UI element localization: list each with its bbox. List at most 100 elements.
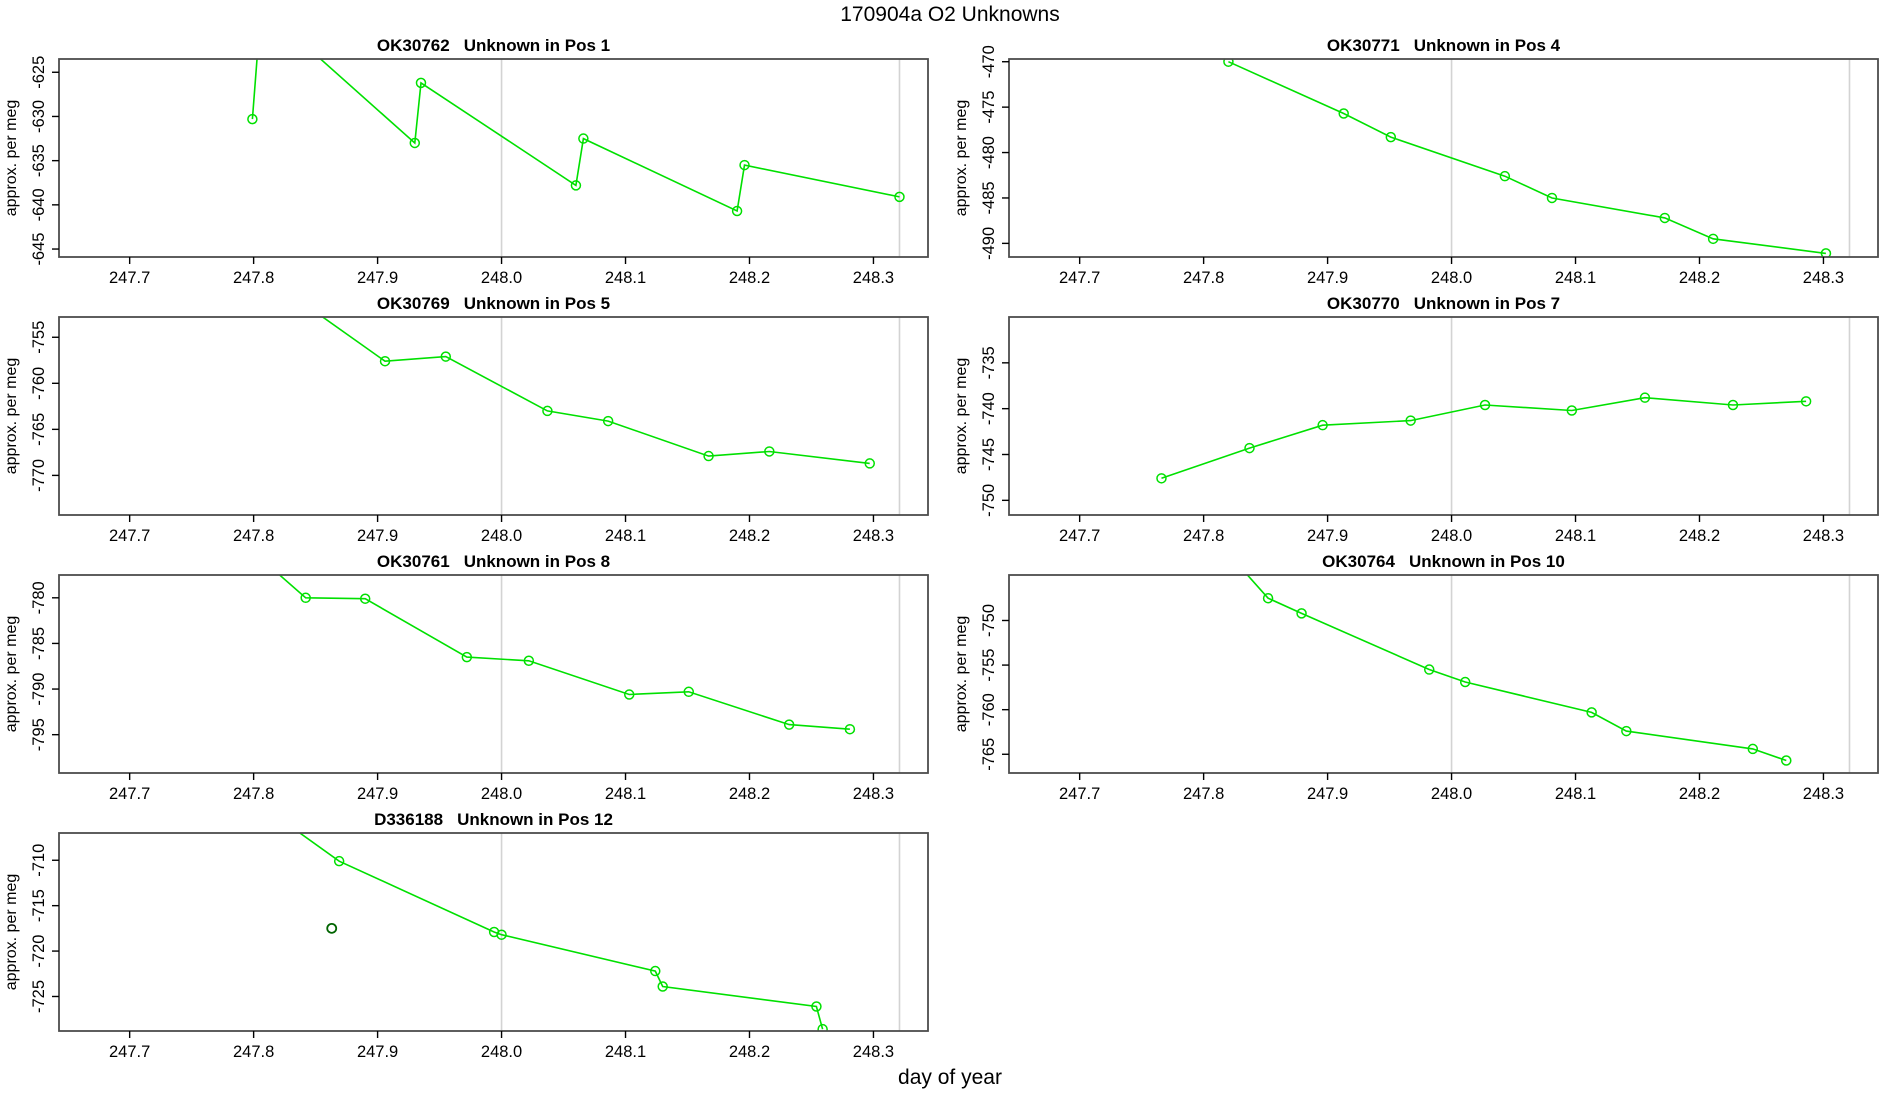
y-tick-label: -755 xyxy=(980,649,998,682)
plot-canvas-OK30761: 247.7 247.8 247.9 248.0 248.1 248.2 248.3 -795 -… xyxy=(3,552,929,803)
x-tick-label: 248.3 xyxy=(853,1043,894,1061)
x-tick-label: 247.9 xyxy=(1307,269,1348,287)
x-tick-label: 248.1 xyxy=(605,1043,646,1061)
data-point xyxy=(1317,419,1328,431)
y-tick-label: -725 xyxy=(30,980,48,1013)
plot-title: OK30762 Unknown in Pos 1 xyxy=(377,36,610,55)
x-tick-label: 248.3 xyxy=(853,785,894,803)
x-tick-label: 247.7 xyxy=(109,1043,150,1061)
data-point xyxy=(1224,549,1233,558)
y-tick-label: -630 xyxy=(30,100,48,133)
x-tick-label: 248.1 xyxy=(1555,527,1596,545)
data-point xyxy=(461,651,473,663)
x-tick-label: 247.8 xyxy=(1183,527,1224,545)
plot-title-desc: Unknown in Pos 4 xyxy=(1414,36,1561,55)
x-tick-label: 248.0 xyxy=(1431,269,1472,287)
panel-border xyxy=(1008,58,1879,258)
plot-canvas-OK30770: 247.7 247.8 247.9 248.0 248.1 248.2 248.3 -750 -… xyxy=(953,294,1879,545)
x-tick-label: 248.3 xyxy=(1803,527,1844,545)
x-tick-label: 248.3 xyxy=(853,269,894,287)
data-point xyxy=(1244,442,1255,454)
plot-canvas-OK30769: 247.7 247.8 247.9 248.0 248.1 248.2 248.3 -770 -… xyxy=(3,294,929,545)
x-tick-label: 247.9 xyxy=(1307,785,1348,803)
y-tick-label: -480 xyxy=(980,136,998,169)
y-tick-label: -765 xyxy=(980,738,998,771)
series-group xyxy=(1223,59,1832,257)
y-tick-label: -635 xyxy=(30,144,48,177)
x-tick-label: 247.8 xyxy=(233,1043,274,1061)
y-tick-label: -785 xyxy=(30,627,48,660)
subplot-OK30761: 247.7 247.8 247.9 248.0 248.1 248.2 248.3 -795 -… xyxy=(0,546,950,809)
data-point xyxy=(570,180,582,191)
data-point xyxy=(703,450,714,462)
series-line xyxy=(1246,575,1787,762)
outlier-point xyxy=(326,922,338,934)
y-tick-label: -490 xyxy=(980,227,998,260)
data-point xyxy=(683,686,694,698)
x-tick-label: 247.9 xyxy=(357,269,398,287)
panel-border xyxy=(58,316,929,516)
data-point xyxy=(1296,608,1307,619)
series-line xyxy=(321,317,870,465)
y-tick-label: -740 xyxy=(980,392,998,425)
x-tick-label: 248.0 xyxy=(481,269,522,287)
series-group xyxy=(321,317,875,469)
x-tick-label: 248.1 xyxy=(605,785,646,803)
data-point xyxy=(247,113,258,125)
x-tick-label: 247.7 xyxy=(109,269,150,287)
series-group xyxy=(1224,549,1792,766)
series-group xyxy=(1156,392,1812,484)
plot-canvas-OK30764: 247.7 247.8 247.9 248.0 248.1 248.2 248.3 -765 -… xyxy=(953,549,1879,803)
plot-title-id: OK30771 xyxy=(1327,36,1400,55)
x-tick-label: 247.7 xyxy=(1059,527,1100,545)
data-point xyxy=(1479,399,1491,411)
data-point xyxy=(274,813,283,822)
data-point xyxy=(496,929,507,940)
data-point xyxy=(1707,233,1719,245)
x-tick-label: 247.8 xyxy=(233,785,274,803)
y-tick-label: -720 xyxy=(30,935,48,968)
data-point xyxy=(409,137,421,149)
plot-title-desc: Unknown in Pos 10 xyxy=(1409,552,1565,571)
data-point xyxy=(623,689,635,700)
x-tick-label: 248.2 xyxy=(1679,527,1720,545)
data-point xyxy=(1639,392,1651,403)
y-tick-label: -470 xyxy=(980,45,998,78)
data-point xyxy=(1405,415,1416,426)
series-line xyxy=(298,833,824,1030)
x-tick-label: 247.7 xyxy=(109,785,150,803)
x-tick-label: 248.1 xyxy=(605,527,646,545)
x-tick-label: 248.3 xyxy=(1803,269,1844,287)
panel-border xyxy=(58,574,929,774)
y-axis-title: approx. per meg xyxy=(953,358,970,475)
x-tick-label: 248.2 xyxy=(729,1043,770,1061)
data-point xyxy=(1566,405,1578,416)
data-point xyxy=(1546,192,1558,204)
x-tick-label: 248.2 xyxy=(1679,785,1720,803)
data-point xyxy=(657,981,668,992)
data-point xyxy=(359,593,371,604)
data-point xyxy=(1262,592,1274,604)
y-tick-label: -750 xyxy=(980,484,998,517)
x-tick-label: 247.9 xyxy=(357,785,398,803)
series-group xyxy=(274,813,828,1031)
data-point xyxy=(1385,131,1397,143)
plot-canvas-D336188: 247.7 247.8 247.9 248.0 248.1 248.2 248.3 -725 -… xyxy=(3,810,929,1061)
data-point xyxy=(1781,755,1792,766)
panel-border xyxy=(58,832,929,1032)
data-point xyxy=(1621,725,1632,737)
y-tick-label: -640 xyxy=(30,188,48,221)
x-tick-label: 248.1 xyxy=(1555,269,1596,287)
data-point xyxy=(1800,396,1812,407)
data-point xyxy=(1499,170,1511,182)
series-group xyxy=(278,575,856,735)
x-tick-label: 247.9 xyxy=(357,527,398,545)
x-tick-label: 247.8 xyxy=(233,269,274,287)
x-tick-label: 248.0 xyxy=(1431,527,1472,545)
x-tick-label: 247.7 xyxy=(1059,785,1100,803)
data-point xyxy=(739,159,750,171)
x-tick-label: 247.9 xyxy=(1307,527,1348,545)
y-tick-label: -645 xyxy=(30,233,48,266)
data-point xyxy=(300,592,311,604)
plot-title-desc: Unknown in Pos 5 xyxy=(464,294,610,313)
